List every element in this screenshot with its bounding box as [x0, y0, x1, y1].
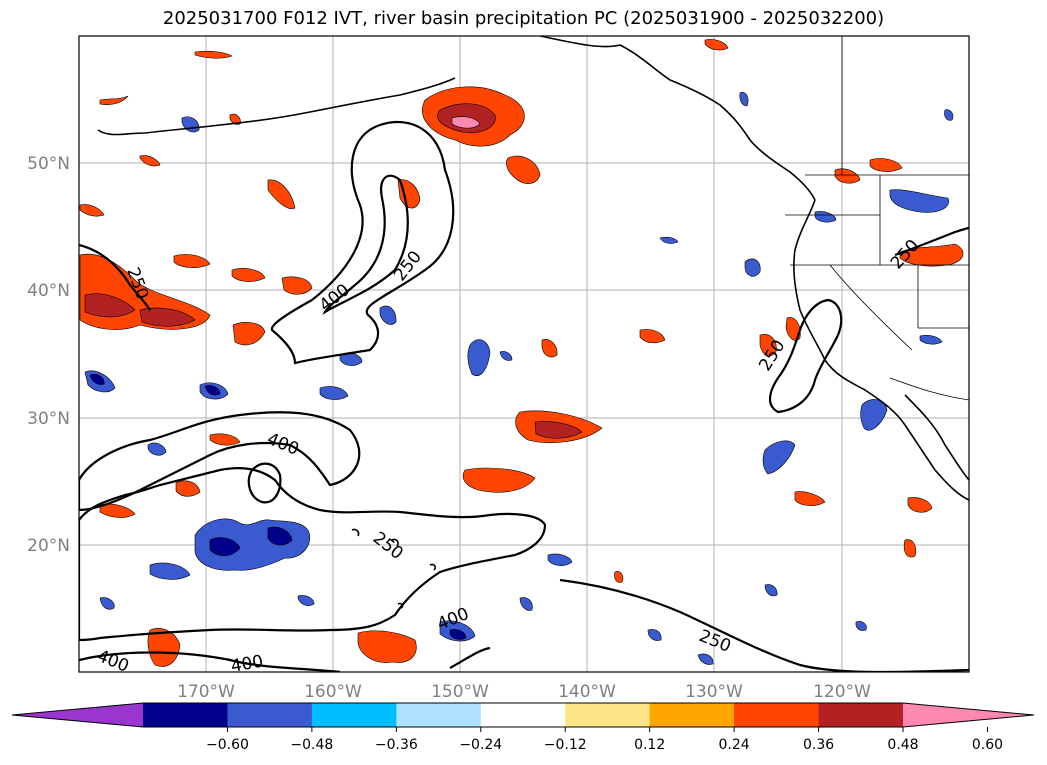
aleutian-coast	[97, 77, 456, 136]
colorbar-outline	[11, 702, 1035, 728]
lat-label-40n: 40°N	[27, 281, 70, 301]
colorbar-segment	[311, 703, 397, 727]
coastlines	[97, 36, 969, 609]
lat-label-30n: 30°N	[27, 409, 70, 429]
map-area	[79, 36, 969, 672]
colorbar-tick-label: 0.36	[803, 737, 834, 753]
us-west-coast	[793, 199, 969, 501]
ivt-contour-subtropical	[79, 411, 361, 512]
colorbar-segment	[818, 703, 904, 727]
colorbar-tick-label: −0.12	[544, 737, 587, 753]
colorbar-tick-label: −0.24	[459, 737, 502, 753]
colorbar-segment	[649, 703, 735, 727]
map-frame	[78, 35, 970, 673]
colorbar-segment	[480, 703, 566, 727]
colorbar-segment	[565, 703, 651, 727]
ivt-contour-south	[559, 578, 969, 672]
colorbar-segment	[227, 703, 313, 727]
colorbar: −0.60 −0.48 −0.36 −0.24 −0.12 0.12 0.24 0.36 0.4…	[11, 702, 1035, 753]
colorbar-tick-label: 0.60	[972, 737, 1003, 753]
colorbar-tick-label: −0.36	[375, 737, 418, 753]
ivt-contour-ring	[247, 462, 282, 504]
alaska-coast	[539, 36, 816, 201]
lon-label-140w: 140°W	[558, 682, 616, 702]
lon-label-130w: 130°W	[685, 682, 743, 702]
lat-label-20n: 20°N	[27, 536, 70, 556]
ivt-contour-coastal	[769, 298, 843, 414]
latitude-labels: 50°N 40°N 30°N 20°N	[27, 154, 70, 556]
lon-label-170w: 170°W	[177, 682, 235, 702]
longitude-labels: 170°W 160°W 150°W 140°W 130°W 120°W	[177, 682, 871, 702]
lon-label-120w: 120°W	[813, 682, 871, 702]
colorbar-ticks: −0.60 −0.48 −0.36 −0.24 −0.12 0.12 0.24 0.36 0.4…	[206, 727, 1003, 753]
ivt-contour-northern-plume	[270, 120, 455, 365]
colorbar-segment	[143, 703, 228, 727]
colorbar-extend-high	[903, 703, 1034, 727]
baja-coast	[904, 394, 969, 481]
ivt-contours	[79, 120, 969, 672]
colorbar-extend-low	[12, 703, 143, 727]
ivt-contour-lower-band	[79, 466, 547, 642]
colorbar-tick-label: −0.48	[290, 737, 333, 753]
colorbar-segment	[396, 703, 482, 727]
colorbar-tick-label: 0.48	[887, 737, 918, 753]
colorbar-segments	[11, 702, 1035, 728]
colorbar-tick-label: 0.24	[719, 737, 750, 753]
positive-precip-blobs	[79, 39, 964, 667]
state-borders	[785, 36, 969, 401]
lon-label-150w: 150°W	[431, 682, 489, 702]
colorbar-tick-label: 0.12	[634, 737, 665, 753]
ivt-contour-inner-plume	[322, 174, 409, 315]
colorbar-segment	[734, 703, 820, 727]
contour-label: 400	[229, 652, 264, 677]
lon-label-160w: 160°W	[304, 682, 362, 702]
map-title: 2025031700 F012 IVT, river basin precipi…	[162, 8, 885, 29]
colorbar-tick-label: −0.60	[206, 737, 249, 753]
lat-label-50n: 50°N	[27, 154, 70, 174]
negative-precip-blobs	[84, 92, 954, 665]
hawaii-islands	[351, 528, 437, 609]
